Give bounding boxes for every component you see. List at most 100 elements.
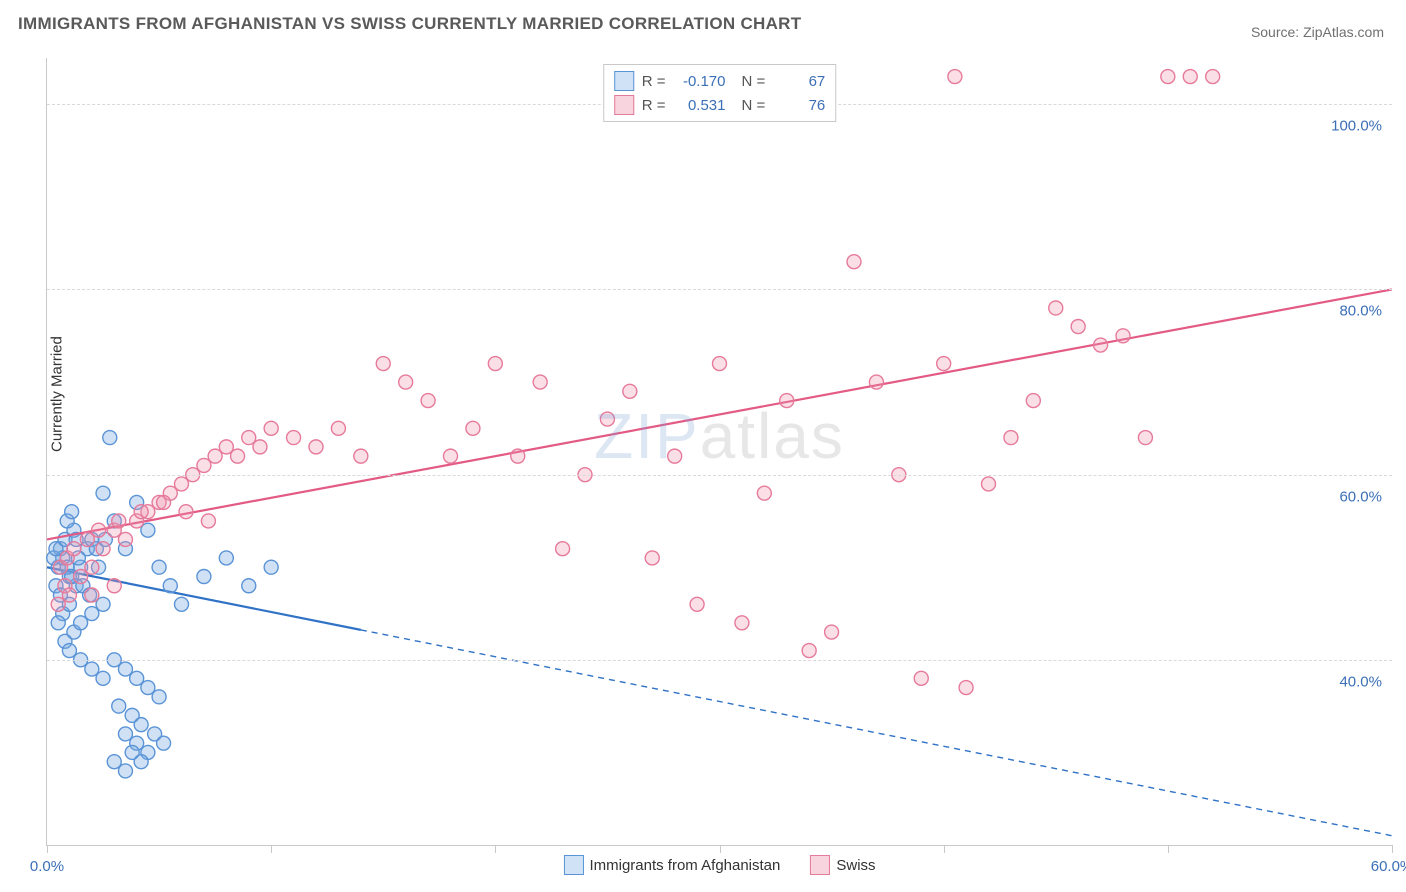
data-point bbox=[85, 560, 99, 574]
data-point bbox=[959, 681, 973, 695]
data-point bbox=[85, 588, 99, 602]
data-point bbox=[645, 551, 659, 565]
data-point bbox=[103, 431, 117, 445]
legend-label-1: Swiss bbox=[836, 857, 875, 874]
data-point bbox=[175, 597, 189, 611]
y-tick-label: 100.0% bbox=[1331, 118, 1382, 135]
data-point bbox=[96, 671, 110, 685]
data-point bbox=[62, 588, 76, 602]
data-point bbox=[354, 449, 368, 463]
legend-r-label: R = bbox=[642, 73, 666, 90]
data-point bbox=[152, 690, 166, 704]
data-point bbox=[197, 569, 211, 583]
data-point bbox=[118, 532, 132, 546]
data-point bbox=[690, 597, 704, 611]
data-point bbox=[92, 523, 106, 537]
legend-swatch-1 bbox=[810, 855, 830, 875]
data-point bbox=[112, 514, 126, 528]
x-tick bbox=[495, 845, 496, 853]
y-tick-label: 80.0% bbox=[1339, 303, 1382, 320]
data-point bbox=[1161, 70, 1175, 84]
legend-r-value-0: -0.170 bbox=[674, 73, 726, 90]
source-attribution: Source: ZipAtlas.com bbox=[1251, 24, 1384, 40]
chart-svg bbox=[47, 58, 1392, 845]
trend-line-solid bbox=[47, 289, 1392, 539]
data-point bbox=[107, 579, 121, 593]
legend-row-series-0: R = -0.170 N = 67 bbox=[614, 69, 826, 93]
gridline bbox=[47, 475, 1392, 476]
data-point bbox=[847, 255, 861, 269]
data-point bbox=[533, 375, 547, 389]
x-tick-label: 0.0% bbox=[30, 858, 64, 875]
data-point bbox=[287, 431, 301, 445]
data-point bbox=[511, 449, 525, 463]
data-point bbox=[201, 514, 215, 528]
data-point bbox=[869, 375, 883, 389]
data-point bbox=[118, 764, 132, 778]
data-point bbox=[466, 421, 480, 435]
data-point bbox=[1049, 301, 1063, 315]
data-point bbox=[914, 671, 928, 685]
data-point bbox=[376, 357, 390, 371]
legend-item-0: Immigrants from Afghanistan bbox=[563, 855, 780, 875]
x-tick bbox=[1392, 845, 1393, 853]
data-point bbox=[219, 551, 233, 565]
legend-r-value-1: 0.531 bbox=[674, 97, 726, 114]
x-tick bbox=[944, 845, 945, 853]
data-point bbox=[112, 699, 126, 713]
plot-area: Currently Married ZIPatlas R = -0.170 N … bbox=[46, 58, 1392, 846]
x-tick bbox=[1168, 845, 1169, 853]
data-point bbox=[309, 440, 323, 454]
data-point bbox=[444, 449, 458, 463]
data-point bbox=[623, 384, 637, 398]
data-point bbox=[134, 718, 148, 732]
data-point bbox=[163, 579, 177, 593]
data-point bbox=[96, 486, 110, 500]
legend-row-series-1: R = 0.531 N = 76 bbox=[614, 93, 826, 117]
data-point bbox=[1183, 70, 1197, 84]
legend-r-label: R = bbox=[642, 97, 666, 114]
data-point bbox=[242, 579, 256, 593]
data-point bbox=[399, 375, 413, 389]
data-point bbox=[152, 560, 166, 574]
legend-swatch-0 bbox=[563, 855, 583, 875]
data-point bbox=[668, 449, 682, 463]
data-point bbox=[757, 486, 771, 500]
x-tick-label: 60.0% bbox=[1371, 858, 1406, 875]
data-point bbox=[780, 394, 794, 408]
data-point bbox=[157, 495, 171, 509]
data-point bbox=[600, 412, 614, 426]
x-tick bbox=[720, 845, 721, 853]
y-tick-label: 40.0% bbox=[1339, 673, 1382, 690]
data-point bbox=[713, 357, 727, 371]
data-point bbox=[264, 560, 278, 574]
data-point bbox=[231, 449, 245, 463]
data-point bbox=[982, 477, 996, 491]
legend-n-value-1: 76 bbox=[773, 97, 825, 114]
data-point bbox=[735, 616, 749, 630]
legend-swatch-series-0 bbox=[614, 71, 634, 91]
data-point bbox=[1138, 431, 1152, 445]
data-point bbox=[1071, 320, 1085, 334]
legend-n-value-0: 67 bbox=[773, 73, 825, 90]
legend-label-0: Immigrants from Afghanistan bbox=[589, 857, 780, 874]
data-point bbox=[556, 542, 570, 556]
data-point bbox=[51, 616, 65, 630]
data-point bbox=[96, 542, 110, 556]
data-point bbox=[179, 505, 193, 519]
legend-n-label: N = bbox=[742, 73, 766, 90]
data-point bbox=[157, 736, 171, 750]
data-point bbox=[253, 440, 267, 454]
data-point bbox=[1116, 329, 1130, 343]
data-point bbox=[264, 421, 278, 435]
data-point bbox=[421, 394, 435, 408]
x-tick bbox=[47, 845, 48, 853]
data-point bbox=[1206, 70, 1220, 84]
x-tick bbox=[271, 845, 272, 853]
data-point bbox=[488, 357, 502, 371]
y-tick-label: 60.0% bbox=[1339, 488, 1382, 505]
data-point bbox=[134, 505, 148, 519]
data-point bbox=[825, 625, 839, 639]
series-legend: Immigrants from Afghanistan Swiss bbox=[563, 855, 875, 875]
data-point bbox=[331, 421, 345, 435]
